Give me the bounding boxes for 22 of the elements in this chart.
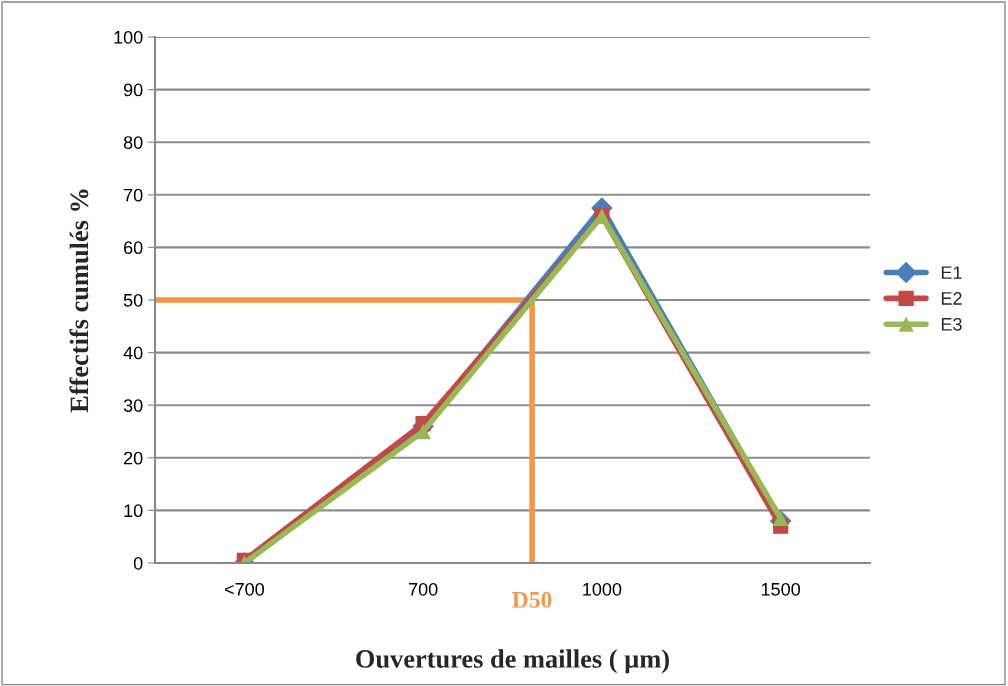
legend-label: E2	[941, 292, 962, 305]
x-tick-label: <700	[224, 582, 264, 596]
x-tick-label: 1500	[761, 582, 800, 596]
y-tick-label: 100	[114, 30, 143, 44]
y-tick-label: 30	[123, 399, 143, 412]
y-tick-label: 20	[124, 451, 143, 465]
y-tick-label: 10	[124, 504, 143, 518]
y-tick-label: 60	[124, 241, 143, 255]
y-tick-label: 90	[123, 83, 143, 97]
y-tick-label: 80	[123, 136, 143, 149]
y-tick-label: 50	[123, 293, 143, 307]
x-axis-title: Ouvertures de mailles ( µm)	[356, 649, 669, 674]
legend-label: E1	[941, 266, 962, 279]
point	[772, 510, 789, 526]
y-tick-label: 40	[123, 346, 143, 360]
y-axis-title: Effectifs cumulés %	[69, 189, 89, 413]
y-tick-label: 0	[133, 556, 143, 570]
y-tick-label: 70	[124, 188, 143, 202]
x-tick-label: 1000	[583, 582, 622, 596]
legend-label: E3	[941, 317, 962, 331]
ref-line-label: D50	[512, 591, 552, 608]
x-tick-label: 700	[408, 582, 438, 596]
